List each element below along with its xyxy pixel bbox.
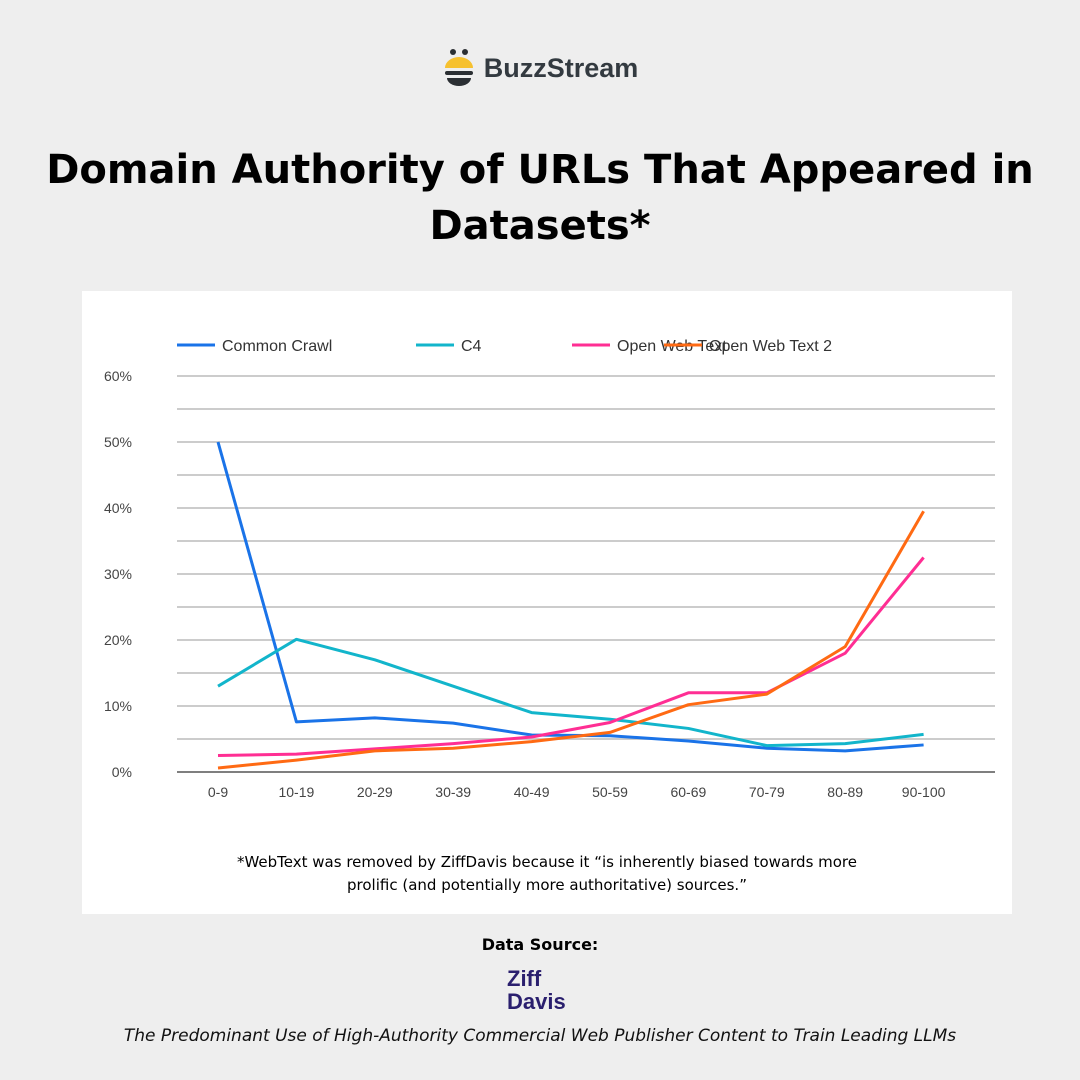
x-tick-label: 80-89: [827, 784, 863, 800]
line-chart: 0% 10% 20% 30% 40% 50% 60% 0-9 10-19 20-29 30-39 40…: [104, 338, 995, 800]
y-tick-label: 50%: [104, 434, 132, 450]
series-line: [217, 556, 925, 757]
x-tick-label: 70-79: [749, 784, 785, 800]
page-title: Domain Authority of URLs That Appeared i…: [46, 147, 1034, 249]
svg-text:Ziff: Ziff: [507, 966, 542, 991]
ziff-davis-logo: Ziff Davis: [0, 966, 1080, 1012]
x-tick-label: 10-19: [278, 784, 314, 800]
y-tick-label: 10%: [104, 698, 132, 714]
x-tick-label: 0-9: [208, 784, 228, 800]
footnote-line-2: prolific (and potentially more authorita…: [347, 876, 747, 894]
legend-label: Open Web Text 2: [709, 338, 832, 355]
x-tick-label: 20-29: [357, 784, 393, 800]
x-tick-label: 30-39: [435, 784, 471, 800]
x-tick-label: 50-59: [592, 784, 628, 800]
y-tick-label: 0%: [112, 764, 132, 780]
x-tick-label: 90-100: [902, 784, 946, 800]
y-tick-label: 20%: [104, 632, 132, 648]
brand-name: BuzzStream: [483, 52, 639, 83]
svg-text:Davis: Davis: [507, 989, 566, 1012]
legend-label: C4: [461, 338, 482, 355]
source-reference: The Predominant Use of High-Authority Co…: [123, 1026, 957, 1046]
footnote-line-1: *WebText was removed by ZiffDavis becaus…: [236, 853, 858, 871]
legend-label: Common Crawl: [222, 338, 332, 355]
y-tick-label: 30%: [104, 566, 132, 582]
bee-icon: [444, 49, 473, 86]
x-tick-label: 60-69: [670, 784, 706, 800]
series-line: [217, 510, 925, 770]
chart-card: 0% 10% 20% 30% 40% 50% 60% 0-9 10-19 20-29 30-39 40…: [82, 291, 1012, 914]
y-tick-label: 40%: [104, 500, 132, 516]
y-tick-label: 60%: [104, 368, 132, 384]
series-line: [217, 637, 924, 748]
brand-logo: BuzzStream: [0, 48, 1080, 88]
x-tick-label: 40-49: [514, 784, 550, 800]
footnote: *WebText was removed by ZiffDavis becaus…: [82, 851, 1012, 897]
data-source-label: Data Source:: [481, 935, 599, 954]
series-line: [216, 441, 924, 753]
